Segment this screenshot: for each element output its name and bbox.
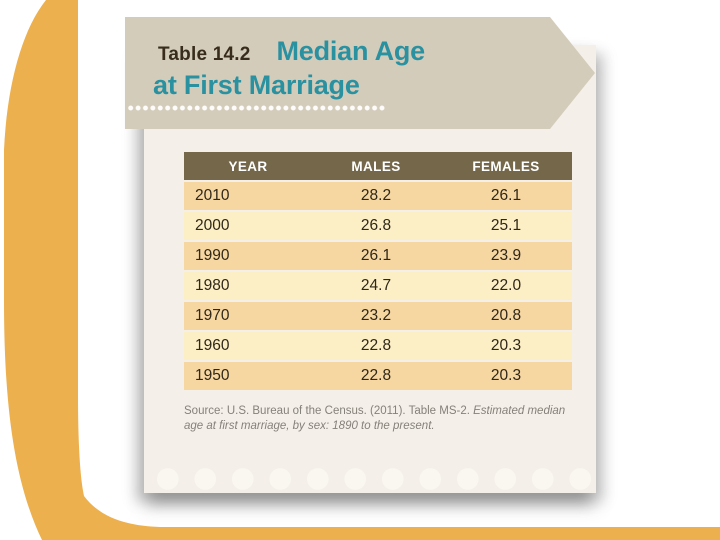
card-bottom-dots-decoration <box>144 467 596 491</box>
cell-females: 25.1 <box>440 212 572 240</box>
table-row: 1990 26.1 23.9 <box>184 242 572 270</box>
source-note: Source: U.S. Bureau of the Census. (2011… <box>184 404 576 434</box>
banner-title-line2: at First Marriage <box>153 70 360 100</box>
title-banner: Table 14.2 Median Age at First Marriage <box>125 17 595 129</box>
cell-males: 28.2 <box>312 182 440 210</box>
source-note-regular: Source: U.S. Bureau of the Census. (2011… <box>184 405 474 417</box>
cell-year: 1950 <box>184 362 312 390</box>
cell-males: 24.7 <box>312 272 440 300</box>
median-age-table: YEAR MALES FEMALES 2010 28.2 26.1 2000 2… <box>184 150 572 392</box>
table-row: 1980 24.7 22.0 <box>184 272 572 300</box>
cell-males: 26.8 <box>312 212 440 240</box>
cell-year: 2010 <box>184 182 312 210</box>
column-header-females: FEMALES <box>440 152 572 180</box>
cell-males: 22.8 <box>312 332 440 360</box>
cell-females: 20.8 <box>440 302 572 330</box>
table-row: 1960 22.8 20.3 <box>184 332 572 360</box>
cell-females: 20.3 <box>440 362 572 390</box>
cell-females: 22.0 <box>440 272 572 300</box>
cell-year: 1970 <box>184 302 312 330</box>
banner-dotted-line-decoration <box>127 103 385 113</box>
table-row: 1970 23.2 20.8 <box>184 302 572 330</box>
table-row: 2000 26.8 25.1 <box>184 212 572 240</box>
source-note-italic: Estimated median age at first marriage, … <box>184 405 566 432</box>
cell-females: 26.1 <box>440 182 572 210</box>
cell-females: 20.3 <box>440 332 572 360</box>
cell-males: 26.1 <box>312 242 440 270</box>
column-header-year: YEAR <box>184 152 312 180</box>
cell-males: 23.2 <box>312 302 440 330</box>
banner-title-line1: Median Age <box>276 36 426 66</box>
table-number-label: Table 14.2 <box>158 44 251 65</box>
table-row: 2010 28.2 26.1 <box>184 182 572 210</box>
column-header-males: MALES <box>312 152 440 180</box>
cell-year: 1980 <box>184 272 312 300</box>
cell-year: 1990 <box>184 242 312 270</box>
table-row: 1950 22.8 20.3 <box>184 362 572 390</box>
cell-year: 1960 <box>184 332 312 360</box>
content-card: YEAR MALES FEMALES 2010 28.2 26.1 2000 2… <box>144 45 596 493</box>
table-header-row: YEAR MALES FEMALES <box>184 152 572 180</box>
cell-year: 2000 <box>184 212 312 240</box>
cell-females: 23.9 <box>440 242 572 270</box>
cell-males: 22.8 <box>312 362 440 390</box>
